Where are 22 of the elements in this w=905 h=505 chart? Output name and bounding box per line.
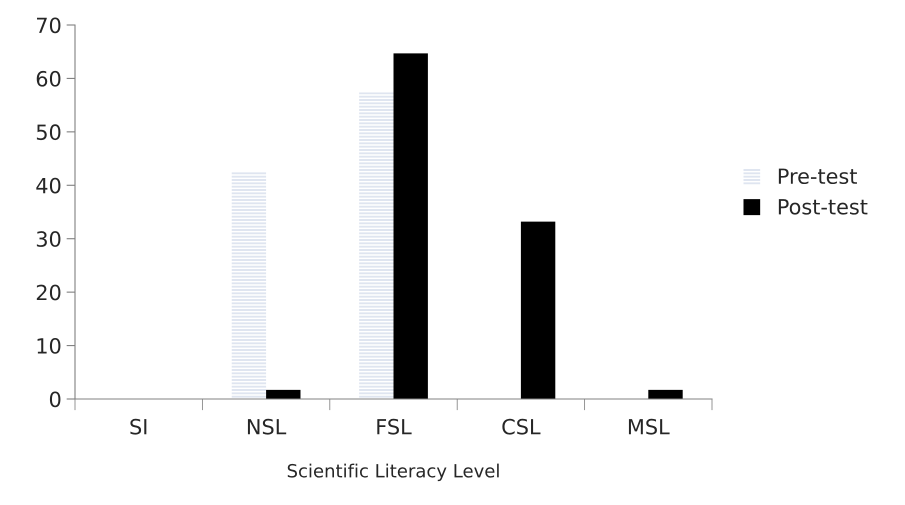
x-tick-label: FSL [377, 418, 412, 435]
x-tick-label: CSL [502, 418, 540, 435]
x-tick-label: SI [130, 418, 146, 435]
bar [359, 92, 394, 399]
x-tick-label: MSL [628, 418, 670, 435]
y-tick-label: 40 [36, 178, 60, 194]
x-tick-label: NSL [248, 418, 286, 435]
y-tick-label: 0 [50, 391, 60, 408]
y-tick-label: 50 [36, 124, 60, 140]
bar [266, 390, 300, 399]
y-tick-label: 20 [36, 284, 60, 300]
x-axis-title: Scientific Literacy Level [288, 464, 499, 482]
bar [648, 390, 683, 399]
legend-label: Pre-test [778, 168, 857, 184]
y-tick-label: 30 [36, 231, 60, 247]
bar [520, 222, 556, 399]
y-tick-label: 10 [38, 338, 60, 354]
legend-label: Post-test [778, 199, 868, 215]
y-tick-label: 60 [36, 70, 60, 87]
bar [232, 171, 266, 399]
bar [394, 53, 428, 399]
y-tick-label: 70 [37, 17, 60, 34]
